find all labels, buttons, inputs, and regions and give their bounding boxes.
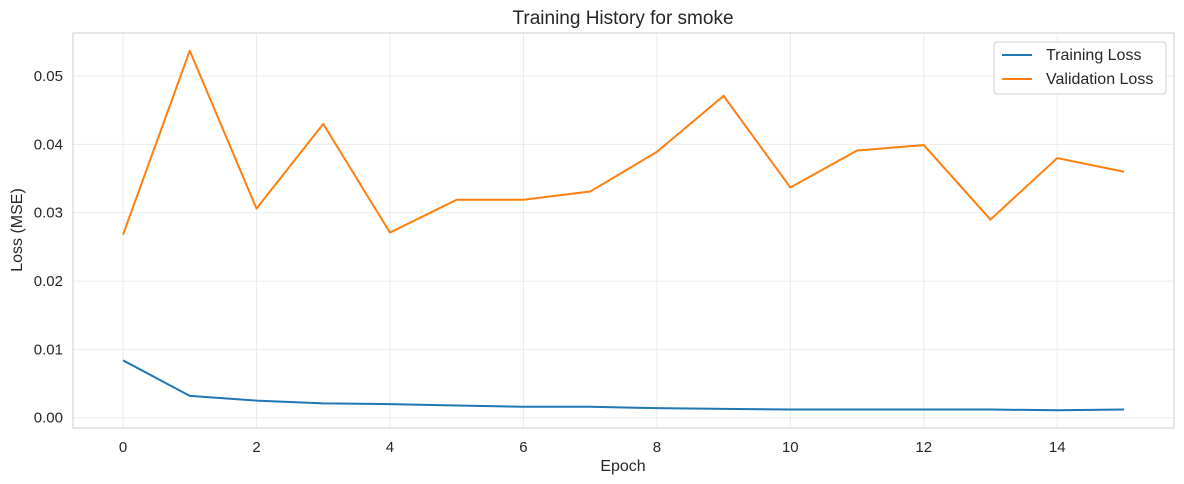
y-tick-label: 0.02 xyxy=(34,273,63,290)
y-tick-label: 0.04 xyxy=(34,136,63,153)
y-axis: 0.00 0.01 0.02 0.03 0.04 0.05 xyxy=(34,68,63,427)
legend-label: Training Loss xyxy=(1046,47,1141,64)
y-tick-label: 0.00 xyxy=(34,410,63,427)
x-tick-label: 10 xyxy=(782,439,799,456)
grid xyxy=(73,33,1174,428)
series-line-training-loss xyxy=(122,359,1124,412)
plot-frame xyxy=(72,32,1175,429)
x-tick-label: 6 xyxy=(519,439,527,456)
x-tick-label: 0 xyxy=(119,439,127,456)
x-tick-label: 4 xyxy=(386,439,394,456)
x-tick-label: 12 xyxy=(915,439,932,456)
x-tick-label: 2 xyxy=(252,439,260,456)
y-axis-label: Loss (MSE) xyxy=(9,188,26,272)
x-tick-label: 14 xyxy=(1049,439,1066,456)
series-line-validation-loss xyxy=(122,49,1125,235)
series-lines xyxy=(122,49,1125,412)
x-axis: 0 2 4 6 8 10 12 14 xyxy=(119,439,1066,456)
x-tick-label: 8 xyxy=(653,439,661,456)
y-tick-label: 0.03 xyxy=(34,205,63,222)
chart-title: Training History for smoke xyxy=(512,8,733,29)
legend: Training Loss Validation Loss xyxy=(993,41,1167,95)
x-axis-label: Epoch xyxy=(600,458,645,475)
legend-label: Validation Loss xyxy=(1046,71,1153,88)
legend-box xyxy=(993,41,1167,95)
y-tick-label: 0.05 xyxy=(34,68,63,85)
y-tick-label: 0.01 xyxy=(34,341,63,358)
